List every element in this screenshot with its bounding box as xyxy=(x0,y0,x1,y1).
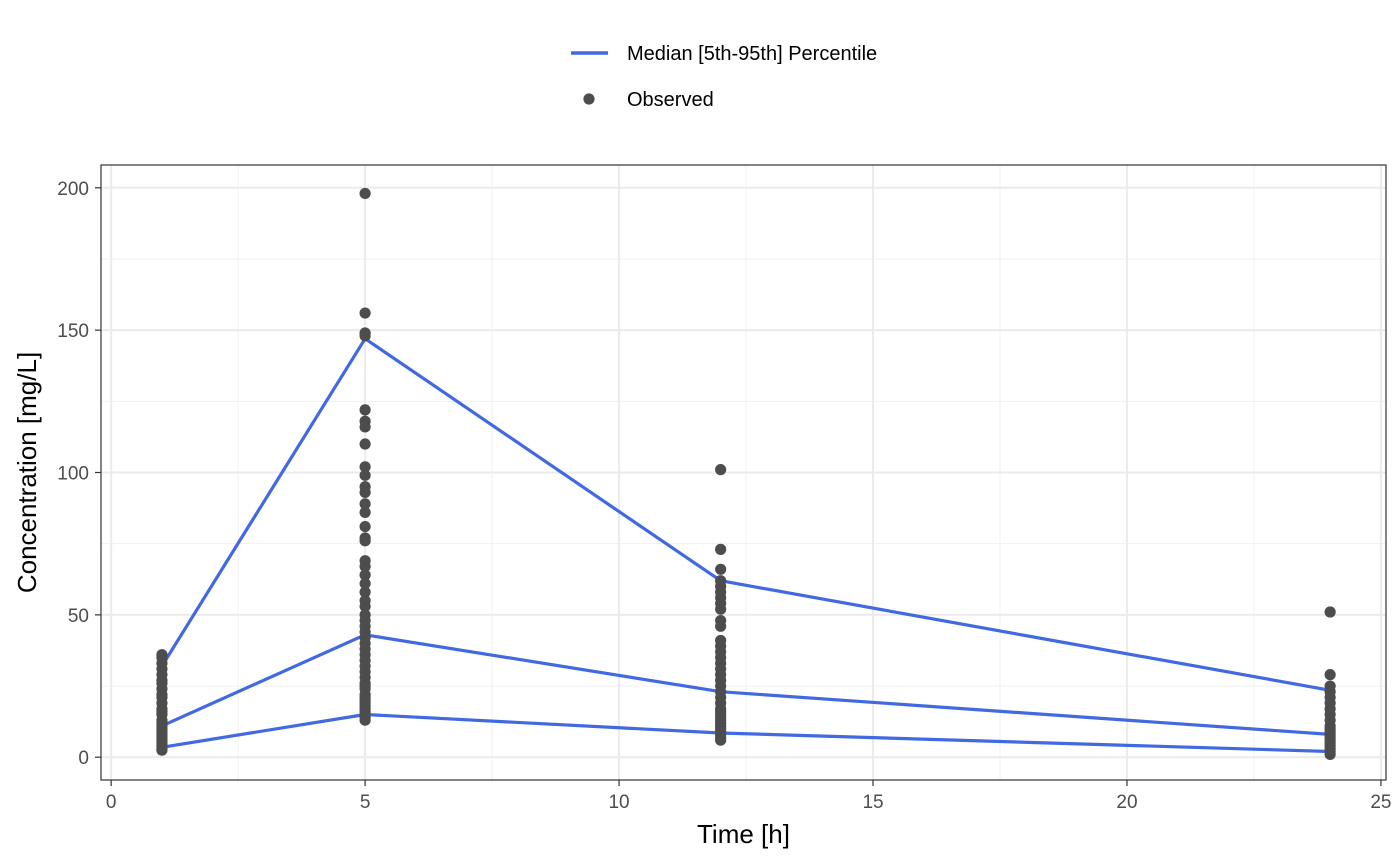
observed-point xyxy=(359,187,371,200)
observed-point xyxy=(359,714,371,726)
x-tick-label: 0 xyxy=(106,792,117,813)
observed-point xyxy=(156,744,168,756)
observed-point xyxy=(359,421,371,433)
observed-point xyxy=(715,543,727,555)
observed-point xyxy=(715,620,727,632)
observed-point xyxy=(359,330,371,342)
observed-points xyxy=(156,187,1336,760)
x-tick-label: 20 xyxy=(1116,792,1137,813)
observed-point xyxy=(359,307,371,319)
observed-point xyxy=(359,469,371,481)
legend-point-swatch xyxy=(583,93,595,105)
observed-point xyxy=(1324,606,1336,618)
y-tick-label: 150 xyxy=(57,321,89,342)
series-line-95th xyxy=(160,337,1331,692)
axis-ticks xyxy=(95,187,1382,786)
observed-point xyxy=(359,586,371,598)
observed-point xyxy=(359,498,371,510)
observed-point xyxy=(359,577,371,590)
legend-label: Median [5th-95th] Percentile xyxy=(627,43,877,65)
observed-point xyxy=(359,520,371,533)
observed-point xyxy=(715,563,727,575)
x-tick-label: 5 xyxy=(360,792,371,813)
x-tick-label: 25 xyxy=(1370,792,1391,813)
series-line-median xyxy=(161,633,1331,736)
y-tick-label: 50 xyxy=(68,606,89,627)
observed-point xyxy=(715,603,727,615)
legend: Median [5th-95th] Percentile Observed xyxy=(571,43,877,111)
observed-point xyxy=(359,486,371,499)
y-tick-label: 0 xyxy=(78,748,89,769)
observed-point xyxy=(715,734,727,746)
y-tick-label: 200 xyxy=(57,179,89,200)
x-tick-label: 15 xyxy=(862,792,883,813)
observed-point xyxy=(359,600,371,612)
y-tick-label: 100 xyxy=(57,464,89,485)
observed-point xyxy=(359,506,371,518)
observed-point xyxy=(359,461,371,473)
observed-point xyxy=(359,404,371,416)
legend-label: Observed xyxy=(627,89,714,111)
observed-point xyxy=(1324,669,1336,681)
observed-point xyxy=(359,569,371,581)
observed-point xyxy=(359,535,371,547)
observed-point xyxy=(1324,748,1336,760)
y-axis-title: Concentration [mg/L] xyxy=(12,352,42,593)
observed-point xyxy=(715,464,727,476)
observed-point xyxy=(359,560,371,573)
x-tick-label: 10 xyxy=(608,792,629,813)
series-lines xyxy=(160,337,1331,754)
series-line-5th xyxy=(161,712,1331,754)
grid-major xyxy=(101,165,1386,780)
x-axis-title: Time [h] xyxy=(697,819,790,849)
axis-tick-labels: 0 5 10 15 20 25 0 50 100 150 200 xyxy=(57,179,1391,813)
observed-point xyxy=(359,438,371,450)
